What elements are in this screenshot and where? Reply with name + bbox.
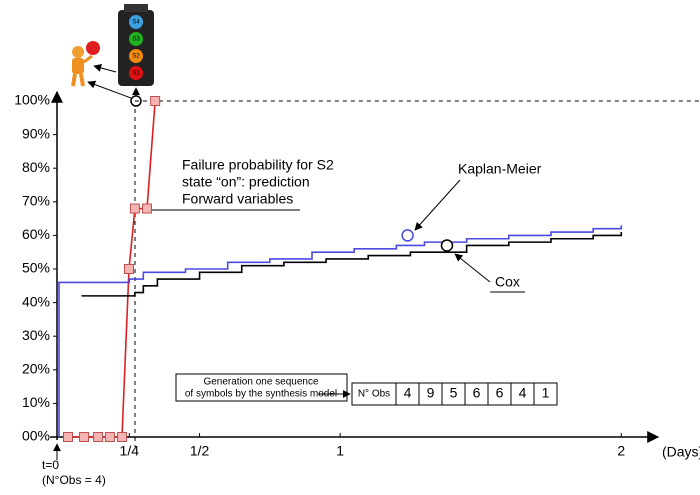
origin-label: t=0 [42,458,59,472]
light-label: S2 [132,54,140,60]
point-marker [141,203,152,214]
series-line [67,100,156,438]
x-tick-label: 1 [336,443,344,459]
series-line [81,232,623,297]
x-axis-label: (Days) [662,444,700,460]
y-tick-label: 10% [22,394,50,410]
point-marker [93,432,104,442]
y-tick-label: 80% [22,159,50,175]
light-label: S1 [132,71,140,77]
point-marker [79,432,90,442]
table-value: 6 [496,385,504,401]
generation-text: of symbols by the synthesis model [185,389,337,400]
table-value: 9 [427,385,435,401]
table-cell [533,382,558,406]
point-marker [440,239,454,252]
series-label: Forward variables [182,191,293,207]
traffic-light: S4 S3 S2 S1 [118,4,154,86]
y-tick-label: 90% [22,125,50,141]
point-marker [104,432,115,442]
point-marker [150,96,161,106]
generation-box [175,373,348,402]
y-tick-label: 30% [22,327,50,343]
series-label: Kaplan-Meier [458,161,542,177]
y-tick-label: 00% [22,428,50,444]
y-tick-label: 100% [14,92,50,108]
point-marker [124,264,135,274]
x-tick-label: 1/2 [190,443,210,459]
point-marker [62,432,73,442]
table-value: 1 [542,385,550,401]
point-marker [401,229,414,242]
x-tick-label: 2 [617,443,625,459]
point-marker [116,432,127,442]
y-tick-label: 60% [22,226,50,242]
table-value: 6 [473,385,481,401]
light-label: S3 [132,37,140,43]
x-tick-label: 1/4 [120,443,140,459]
y-tick-label: 70% [22,193,50,209]
table-header: N° Obs [358,389,390,400]
arrow [454,253,491,283]
arrow [93,64,117,73]
light-label: S4 [132,20,140,26]
y-tick-label: 20% [22,361,50,377]
annotation: state “on”: prediction [182,174,310,190]
series-line [58,225,623,437]
person-icon [71,41,100,87]
point-marker [129,203,140,214]
y-tick-label: 50% [22,260,50,276]
table-value: 4 [519,385,527,401]
origin-label: (N°Obs = 4) [42,473,106,487]
table-value: 5 [450,385,458,401]
series-label: Cox [495,274,520,290]
generation-text: Generation one sequence [203,377,319,388]
annotation: Failure probability for S2 [182,157,334,173]
arrow [87,80,132,99]
arrow [414,179,461,231]
y-tick-label: 40% [22,293,50,309]
table-value: 4 [404,385,412,401]
